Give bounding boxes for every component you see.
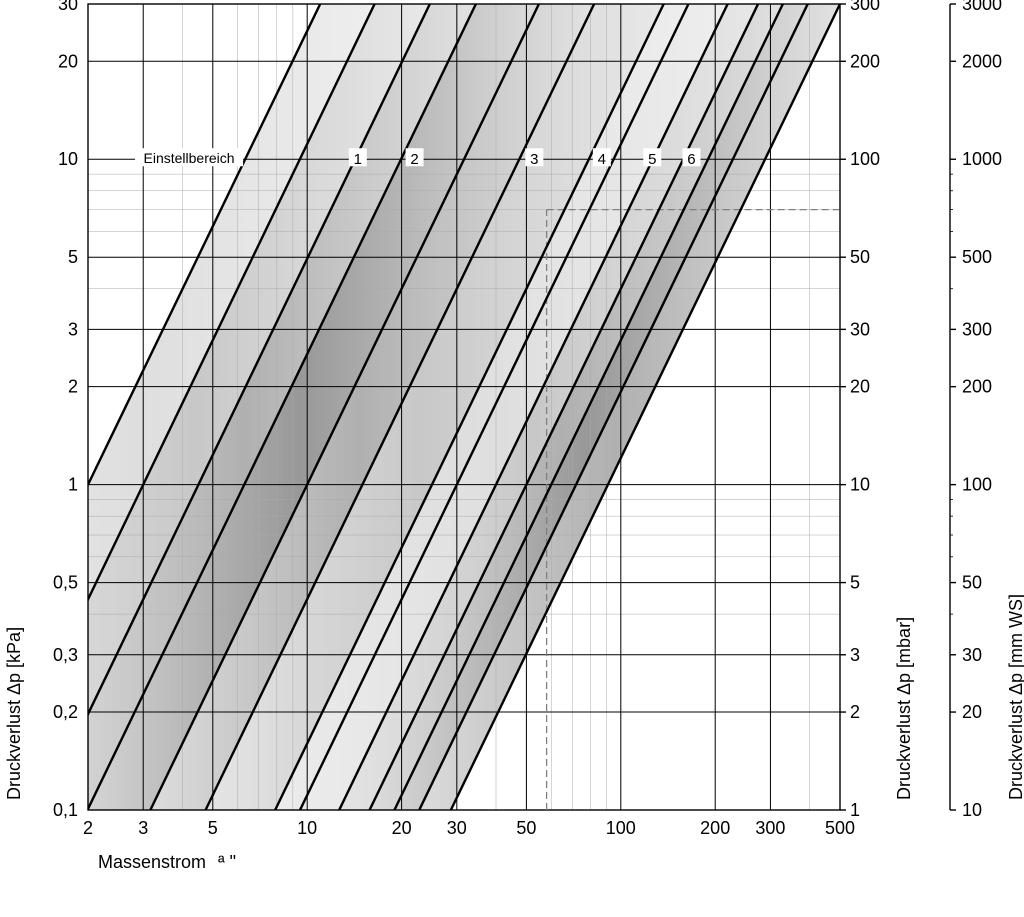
y-tick-label: 3 xyxy=(68,319,78,339)
y-tick-label: 2 xyxy=(68,377,78,397)
y2-tick-label: 300 xyxy=(850,0,880,14)
y3-tick-label: 30 xyxy=(962,645,982,665)
pressure-loss-chart: 123456Einstellbereich2351020305010020030… xyxy=(0,0,1024,917)
y3-tick-label: 10 xyxy=(962,800,982,820)
y2-tick-label: 200 xyxy=(850,51,880,71)
y3-tick-label: 500 xyxy=(962,247,992,267)
y-tick-label: 0,1 xyxy=(53,800,78,820)
band-label: 4 xyxy=(598,151,606,168)
x-tick-label: 300 xyxy=(755,818,785,838)
y3-tick-label: 2000 xyxy=(962,51,1002,71)
y3-tick-label: 1000 xyxy=(962,149,1002,169)
y-tick-label: 20 xyxy=(58,51,78,71)
x-tick-label: 5 xyxy=(208,818,218,838)
y-tick-label: 30 xyxy=(58,0,78,14)
y2-tick-label: 3 xyxy=(850,645,860,665)
y2-tick-label: 2 xyxy=(850,702,860,722)
x-tick-label: 10 xyxy=(297,818,317,838)
y2-tick-label: 1 xyxy=(850,800,860,820)
y3-tick-label: 20 xyxy=(962,702,982,722)
band-label: 3 xyxy=(530,151,538,168)
y-tick-label: 0,3 xyxy=(53,645,78,665)
y-axis-label: Druckverlust Δp [kPa] xyxy=(4,627,24,800)
y2-tick-label: 30 xyxy=(850,319,870,339)
x-tick-label: 500 xyxy=(825,818,855,838)
y2-tick-label: 100 xyxy=(850,149,880,169)
y-tick-label: 0,2 xyxy=(53,702,78,722)
y-tick-label: 10 xyxy=(58,149,78,169)
x-tick-label: 3 xyxy=(138,818,148,838)
band-label: 5 xyxy=(648,151,656,168)
y3-tick-label: 200 xyxy=(962,377,992,397)
band-label: 2 xyxy=(410,151,418,168)
x-tick-label: 2 xyxy=(83,818,93,838)
y3-axis-label: Druckverlust Δp [mm WS] xyxy=(1006,594,1024,800)
y-tick-label: 5 xyxy=(68,247,78,267)
y-tick-label: 0,5 xyxy=(53,573,78,593)
x-tick-label: 20 xyxy=(392,818,412,838)
y3-tick-label: 3000 xyxy=(962,0,1002,14)
y3-tick-label: 300 xyxy=(962,319,992,339)
x-tick-label: 100 xyxy=(606,818,636,838)
y-tick-label: 1 xyxy=(68,475,78,495)
y2-tick-label: 20 xyxy=(850,377,870,397)
y3-tick-label: 100 xyxy=(962,475,992,495)
y2-axis-label: Druckverlust Δp [mbar] xyxy=(894,617,914,800)
x-axis-label: Massenstrom xyxy=(98,852,206,872)
band-label: 6 xyxy=(687,151,695,168)
band-label: 1 xyxy=(354,151,362,168)
x-axis-label-unit: ª " xyxy=(218,852,236,872)
y2-tick-label: 50 xyxy=(850,247,870,267)
x-tick-label: 200 xyxy=(700,818,730,838)
x-tick-label: 30 xyxy=(447,818,467,838)
y2-tick-label: 5 xyxy=(850,573,860,593)
chart-svg: 123456Einstellbereich2351020305010020030… xyxy=(0,0,1024,917)
y2-tick-label: 10 xyxy=(850,475,870,495)
einstellbereich-label: Einstellbereich xyxy=(144,150,235,166)
x-tick-label: 50 xyxy=(516,818,536,838)
y3-tick-label: 50 xyxy=(962,573,982,593)
